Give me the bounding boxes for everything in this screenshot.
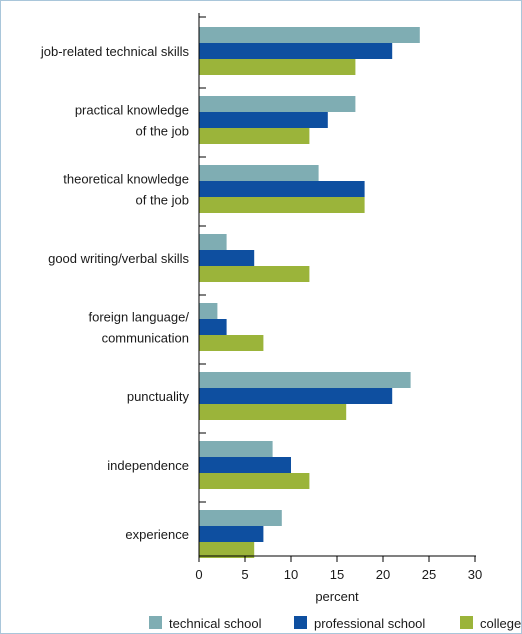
bar-7-series-1 — [199, 441, 273, 457]
bar-6-series-3 — [199, 404, 347, 420]
bar-8-series-3 — [199, 542, 255, 558]
axes-layer — [198, 13, 476, 562]
category-label-3: of the job — [136, 193, 190, 208]
category-label-2: of the job — [136, 124, 190, 139]
bar-1-series-1 — [199, 27, 420, 43]
bar-7-series-3 — [199, 473, 310, 489]
x-tick-label: 25 — [422, 567, 436, 582]
bar-4-series-2 — [199, 250, 255, 266]
x-axis-title: percent — [315, 589, 359, 604]
category-label-5: communication — [102, 331, 189, 346]
bar-7-series-2 — [199, 457, 291, 473]
bar-6-series-2 — [199, 388, 393, 404]
legend-label-2: professional school — [314, 616, 425, 631]
category-label-4: good writing/verbal skills — [48, 251, 189, 266]
bar-2-series-1 — [199, 96, 356, 112]
tick-labels: 0 5 10 15 20 25 30 — [195, 567, 482, 582]
x-tick-label: 20 — [376, 567, 390, 582]
category-label-5: foreign language/ — [89, 310, 190, 325]
legend-swatch-2 — [294, 616, 307, 629]
bar-2-series-3 — [199, 128, 310, 144]
category-label-7: independence — [107, 458, 189, 473]
bar-8-series-1 — [199, 510, 282, 526]
bar-3-series-1 — [199, 165, 319, 181]
legend-label-1: technical school — [169, 616, 262, 631]
bar-3-series-3 — [199, 197, 365, 213]
bar-2-series-2 — [199, 112, 328, 128]
bar-1-series-3 — [199, 59, 356, 75]
category-label-2: practical knowledge — [75, 103, 189, 118]
legend-swatch-1 — [149, 616, 162, 629]
category-labels: job-related technical skills practical kn… — [40, 44, 190, 542]
bar-5-series-1 — [199, 303, 218, 319]
bars-layer — [199, 27, 420, 558]
bar-4-series-3 — [199, 266, 310, 282]
category-label-8: experience — [125, 527, 189, 542]
x-tick-label: 0 — [195, 567, 202, 582]
x-tick-label: 5 — [241, 567, 248, 582]
legend: technical school professional school colle… — [149, 616, 521, 631]
legend-label-3: college — [480, 616, 521, 631]
category-label-1: job-related technical skills — [40, 44, 190, 59]
category-label-3: theoretical knowledge — [63, 172, 189, 187]
bar-6-series-1 — [199, 372, 411, 388]
category-label-6: punctuality — [127, 389, 190, 404]
x-tick-label: 30 — [468, 567, 482, 582]
bar-5-series-3 — [199, 335, 264, 351]
bar-8-series-2 — [199, 526, 264, 542]
bar-3-series-2 — [199, 181, 365, 197]
bar-5-series-2 — [199, 319, 227, 335]
legend-swatch-3 — [460, 616, 473, 629]
x-tick-label: 10 — [284, 567, 298, 582]
bar-1-series-2 — [199, 43, 393, 59]
bar-4-series-1 — [199, 234, 227, 250]
x-tick-label: 15 — [330, 567, 344, 582]
